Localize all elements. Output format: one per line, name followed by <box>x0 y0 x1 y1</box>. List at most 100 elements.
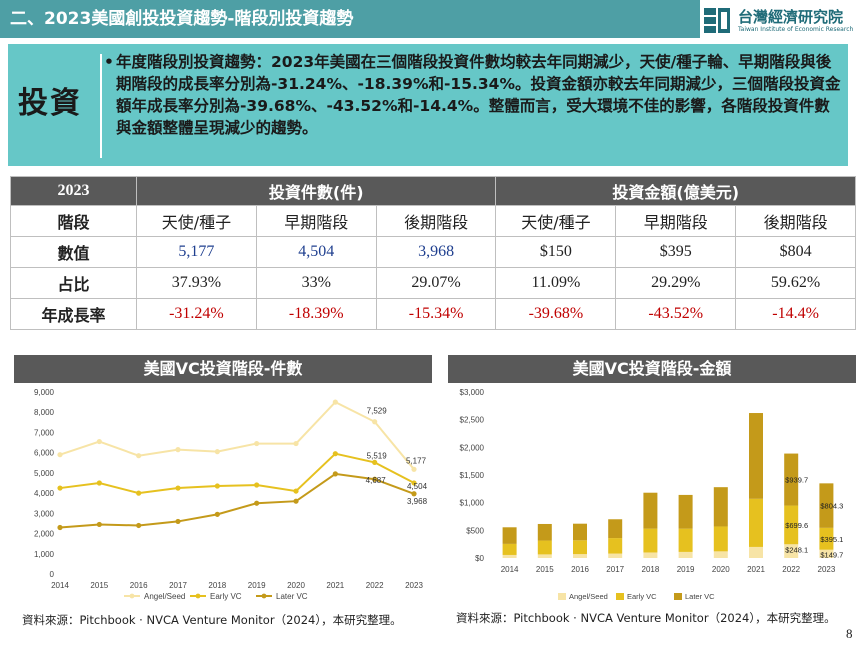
value-cell: $150 <box>495 236 617 268</box>
growth-cell: -39.68% <box>495 298 617 330</box>
bar-segment <box>784 453 799 506</box>
data-point <box>411 491 417 497</box>
x-tick-label: 2015 <box>90 581 108 590</box>
bar-segment <box>502 543 517 555</box>
legend-swatch <box>616 593 624 600</box>
legend-swatch <box>674 593 682 600</box>
x-tick-label: 2023 <box>405 581 423 590</box>
bar-segment <box>643 528 658 553</box>
data-point <box>332 399 338 405</box>
growth-cell: -15.34% <box>375 298 497 330</box>
stage-cell: 後期階段 <box>735 205 856 237</box>
data-point <box>411 480 417 486</box>
bar-segment <box>819 483 834 528</box>
data-point <box>214 449 220 455</box>
legend-marker <box>129 593 135 599</box>
y-tick-label: 1,000 <box>34 550 55 559</box>
stage-cell: 早期階段 <box>255 205 377 237</box>
growth-cell: -43.52% <box>615 298 737 330</box>
bar-segment <box>819 527 834 550</box>
data-label: $149.7 <box>820 551 843 560</box>
x-tick-label: 2020 <box>712 565 730 574</box>
y-tick-label: 5,000 <box>34 469 55 478</box>
table-header-row: 2023 投資件數(件) 投資金額(億美元) <box>10 176 856 206</box>
y-tick-label: 0 <box>50 570 55 579</box>
bar-segment <box>502 527 517 544</box>
x-tick-label: 2020 <box>287 581 305 590</box>
amount-bar-chart: $0 $500 $1,000 $1,500 $2,000 $2,500 $3,000 2014… <box>460 388 844 601</box>
data-point <box>136 522 142 529</box>
data-point <box>136 490 142 496</box>
bar-segment <box>573 540 587 555</box>
share-cell: 29.29% <box>615 267 737 299</box>
data-label: $248.1 <box>785 545 808 554</box>
bar-segment <box>502 554 517 558</box>
value-cell: $804 <box>735 236 856 268</box>
value-cell: 5,177 <box>136 236 257 268</box>
data-point <box>254 482 260 488</box>
y-tick-label: 8,000 <box>34 408 55 417</box>
legend-label: Later VC <box>276 592 308 601</box>
data-label: 4,504 <box>407 482 428 491</box>
data-label: 5,519 <box>367 451 388 460</box>
x-tick-label: 2019 <box>248 581 266 590</box>
data-point <box>372 476 378 482</box>
logo-subtitle: Taiwan Institute of Economic Research <box>738 26 854 33</box>
y-tick-label: 9,000 <box>34 388 55 397</box>
bar-segment <box>573 554 587 558</box>
row-header-share: 占比 <box>10 267 137 299</box>
stage-cell: 天使/種子 <box>495 205 617 237</box>
x-tick-label: 2015 <box>536 565 554 574</box>
data-label: 4,687 <box>366 476 387 485</box>
stage-cell: 天使/種子 <box>136 205 257 237</box>
data-point <box>411 466 417 472</box>
value-cell: $395 <box>615 236 737 268</box>
y-tick-label: $2,500 <box>460 416 485 425</box>
x-tick-label: 2017 <box>606 565 624 574</box>
y-tick-label: 4,000 <box>34 489 55 498</box>
legend-marker <box>261 593 267 599</box>
growth-cell: -14.4% <box>735 298 856 330</box>
stage-cell: 後期階段 <box>375 205 497 237</box>
x-tick-label: 2017 <box>169 581 187 590</box>
stage-cell: 早期階段 <box>615 205 737 237</box>
legend-label: Later VC <box>685 592 715 601</box>
bar-segment <box>784 505 799 545</box>
x-tick-label: 2016 <box>571 565 589 574</box>
bar-segment <box>608 538 623 554</box>
y-tick-label: 7,000 <box>34 428 55 437</box>
invest-paragraph: 年度階段別投資趨勢：2023年美國在三個階段投資件數均較去年同期減少，天使/種子… <box>116 53 841 137</box>
y-tick-label: 6,000 <box>34 449 55 458</box>
data-point <box>293 440 299 447</box>
x-tick-label: 2021 <box>326 581 344 590</box>
y-tick-label: $2,000 <box>460 443 485 452</box>
value-cell: 3,968 <box>375 236 497 268</box>
data-point <box>57 452 63 458</box>
series-line <box>59 400 415 470</box>
data-point <box>96 438 102 445</box>
value-cell: 4,504 <box>255 236 377 268</box>
data-point <box>293 488 299 494</box>
bar-segment <box>537 540 552 555</box>
data-label: $699.6 <box>785 521 808 530</box>
x-tick-label: 2023 <box>818 565 836 574</box>
legend-marker <box>195 593 201 599</box>
bar-segment <box>678 494 693 529</box>
x-tick-label: 2021 <box>747 565 765 574</box>
bullet: • <box>104 53 114 71</box>
legend-swatch <box>558 593 566 600</box>
series-line <box>59 452 415 495</box>
data-label: $395.1 <box>820 535 843 544</box>
legend-label: Angel/Seed <box>144 592 185 601</box>
invest-text: • 年度階段別投資趨勢：2023年美國在三個階段投資件數均較去年同期減少，天使/… <box>104 51 842 139</box>
series-line <box>59 472 415 529</box>
table-row: 占比 37.93% 33% 29.07% 11.09% 29.29% 59.62… <box>10 267 856 299</box>
data-point <box>214 511 220 517</box>
x-tick-label: 2016 <box>130 581 148 590</box>
legend-label: Angel/Seed <box>569 592 608 601</box>
bar-segment <box>819 549 834 558</box>
bar-segment <box>573 523 587 541</box>
data-point <box>57 524 63 531</box>
data-point <box>136 453 142 459</box>
data-point <box>96 521 102 528</box>
